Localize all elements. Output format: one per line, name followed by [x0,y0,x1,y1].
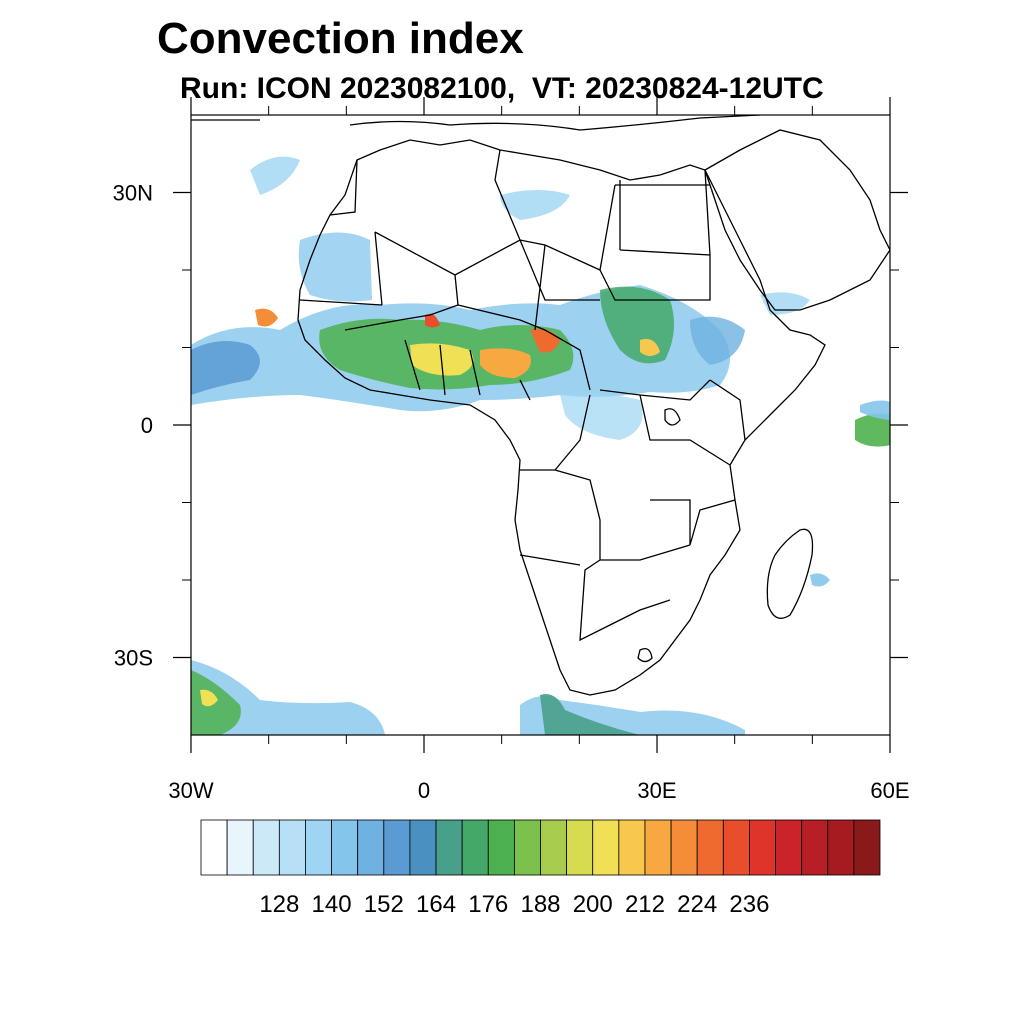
field-area [480,348,531,378]
colorbar-swatch [461,819,489,876]
field-area [191,341,260,395]
field-area [250,156,300,195]
field-area [425,313,440,328]
field-area [540,694,640,735]
colorbar: 128 140 152 164 176 188 200 212 224 236 [200,819,881,918]
y-tick-label: 0 [141,413,153,438]
map-title: Convection index [157,14,524,63]
arabia-coastline [704,129,890,311]
field-area [860,400,890,420]
axis-ticks: 30W 0 30E 60E 30N 0 30S [113,97,910,803]
colorbar-label: 140 [312,891,352,918]
colorbar-swatch [644,819,672,876]
colorbar-label: 212 [625,891,665,918]
colorbar-swatch [226,819,254,876]
country-border [344,304,746,642]
colorbar-swatch [278,819,306,876]
colorbar-label: 188 [520,891,560,918]
colorbar-swatch [801,819,829,876]
field-area [298,232,372,302]
colorbar-label: 128 [259,891,299,918]
coastlines [191,115,890,696]
colorbar-swatch [540,819,568,876]
colorbar-swatch [331,819,359,876]
colorbar-swatch [566,819,594,876]
lake [637,647,653,663]
colorbar-swatch [435,819,463,876]
field-area [560,393,643,440]
field-area [640,338,660,356]
field-area [200,689,218,707]
y-tick-label: 30N [113,181,153,206]
x-tick-label: 0 [418,778,430,803]
lake [664,408,681,426]
colorbar-label: 224 [677,891,717,918]
map-subtitle: Run: ICON 2023082100, VT: 20230824-12UTC [180,72,824,105]
y-tick-label: 30S [114,646,153,671]
madagascar-coastline [766,528,814,619]
field-area [810,573,830,587]
colorbar-swatch [827,819,855,876]
field-area [255,308,278,327]
field-area [500,190,570,220]
colorbar-swatch [670,819,698,876]
field-area [855,413,890,447]
field-area [690,316,745,365]
colorbar-swatch [618,819,646,876]
convection-field [191,156,890,735]
colorbar-swatch [383,819,411,876]
colorbar-label: 176 [468,891,508,918]
colorbar-swatch [775,819,803,876]
colorbar-swatch [200,819,228,876]
country-border [299,149,711,331]
colorbar-swatch [722,819,750,876]
field-area [191,670,241,735]
colorbar-swatch [305,819,332,876]
europe-coastline [191,115,761,131]
colorbar-label: 164 [416,891,456,918]
colorbar-label: 200 [573,891,613,918]
colorbar-swatch [357,819,385,876]
x-tick-label: 30W [168,778,213,803]
colorbar-swatch [696,819,724,876]
x-tick-label: 60E [870,778,909,803]
colorbar-swatch [592,819,620,876]
x-tick-label: 30E [637,778,676,803]
colorbar-swatch [252,819,280,876]
colorbar-label: 152 [364,891,404,918]
colorbar-swatch [487,819,515,876]
colorbar-swatch [749,819,776,876]
colorbar-swatch [409,819,437,876]
colorbar-swatch [513,819,541,876]
colorbar-swatch [853,819,881,876]
colorbar-label: 236 [729,891,769,918]
africa-coastline [297,139,826,696]
